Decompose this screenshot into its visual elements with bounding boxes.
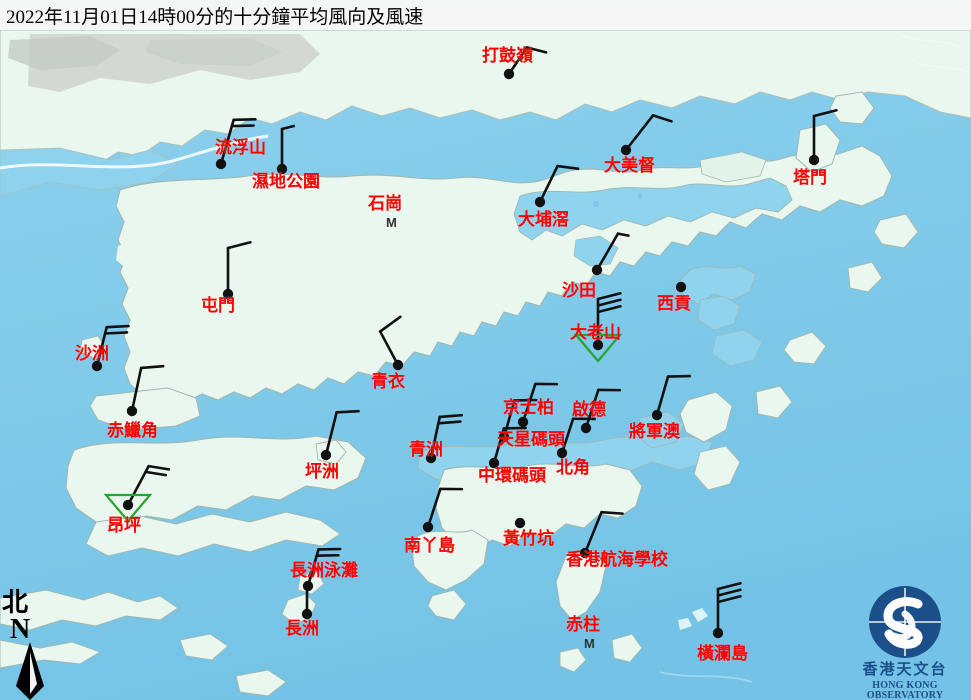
station-label-lamma-island: 南丫島 — [404, 536, 455, 556]
wind-barb-tseung-kwan-o — [651, 374, 692, 421]
wind-barb-tuen-mun — [222, 241, 252, 300]
wind-barb-lamma-island — [422, 487, 464, 533]
station-label-sai-kung: 西貢 — [657, 294, 691, 314]
station-label-hk-sea-school: 香港航海學校 — [566, 550, 668, 570]
wind-barb-ngong-ping — [103, 464, 171, 523]
station-label-peng-chau: 坪洲 — [305, 462, 339, 482]
wind-barb-cheung-chau — [301, 582, 313, 620]
wind-barb-north-point — [556, 417, 596, 459]
station-label-green-island: 青洲 — [409, 440, 443, 460]
station-label-ta-kwu-ling: 打鼓嶺 — [482, 46, 533, 66]
missing-data-flag-stanley: M — [584, 636, 595, 651]
missing-data-flag-shek-kong: M — [386, 215, 397, 230]
landmass-mainland — [0, 29, 971, 197]
wind-barb-sha-chau — [91, 324, 130, 372]
wind-barb-sai-kung — [675, 281, 687, 293]
page-title: 2022年11月01日14時00分的十分鐘平均風向及風速 — [6, 6, 424, 28]
hko-logo-mark — [869, 586, 941, 658]
wind-barb-tai-mei-tuk — [620, 114, 673, 156]
station-label-shek-kong: 石崗 — [368, 194, 402, 214]
station-label-tai-po-kau: 大埔滘 — [518, 210, 569, 230]
wind-barb-tap-mun — [808, 109, 838, 166]
wind-barb-wetland-park — [276, 124, 296, 175]
station-label-lau-fau-shan: 流浮山 — [215, 138, 266, 158]
station-label-central-pier: 中環碼頭 — [478, 466, 546, 486]
station-label-tseung-kwan-o: 將軍澳 — [629, 422, 680, 442]
station-label-ngong-ping: 昂坪 — [107, 516, 141, 536]
wind-barb-tsing-yi — [378, 315, 404, 371]
wind-barb-lau-fau-shan — [215, 118, 257, 170]
station-label-kings-park: 京士柏 — [503, 398, 554, 418]
wind-barb-kings-park — [517, 382, 559, 428]
hko-logo-name-en: HONG KONG OBSERVATORY — [866, 680, 944, 700]
station-label-cheung-chau: 長洲 — [285, 619, 319, 639]
station-label-cheung-chau-beach: 長洲泳灘 — [290, 561, 358, 581]
wind-barb-sha-tin — [591, 232, 630, 276]
station-label-waglan-island: 橫瀾島 — [697, 644, 748, 664]
wind-barb-central-pier — [488, 426, 527, 469]
station-label-sha-tin: 沙田 — [562, 281, 596, 301]
hko-logo-name-cn: 香港天文台 — [862, 660, 948, 678]
wind-barb-kai-tak — [580, 388, 622, 434]
station-label-chek-lap-kok: 赤鱲角 — [107, 421, 158, 441]
station-label-sha-chau: 沙洲 — [75, 344, 109, 364]
wind-barb-tates-cairn — [573, 291, 623, 363]
landmass-new-territories — [115, 145, 893, 405]
wind-barb-waglan-island — [712, 581, 742, 639]
north-arrow: 北 N — [2, 590, 64, 700]
wind-barb-green-island — [425, 413, 464, 464]
landmass-sai-kung — [677, 91, 919, 419]
wind-barb-tai-po-kau — [534, 164, 580, 208]
station-label-stanley: 赤柱 — [566, 615, 600, 635]
wind-barb-ta-kwu-ling — [503, 46, 548, 80]
wind-barb-chek-lap-kok — [126, 364, 165, 417]
station-label-kai-tak: 啟德 — [572, 400, 606, 420]
wind-barb-peng-chau — [320, 409, 360, 461]
station-label-tai-mei-tuk: 大美督 — [604, 156, 655, 176]
north-arrow-needle — [16, 642, 44, 700]
station-label-tsing-yi: 青衣 — [371, 372, 405, 392]
station-label-tates-cairn: 大老山 — [570, 323, 621, 343]
landmass-hk-island — [417, 391, 741, 673]
wind-barb-wong-chuk-hang — [514, 517, 526, 529]
station-label-wong-chuk-hang: 黃竹坑 — [503, 529, 554, 549]
station-label-wetland-park: 濕地公園 — [252, 172, 320, 192]
wind-barb-hk-sea-school — [579, 510, 624, 559]
station-label-star-ferry: 天星碼頭 — [497, 430, 565, 450]
station-label-tuen-mun: 屯門 — [201, 296, 235, 316]
sea-texture — [659, 33, 969, 683]
station-label-north-point: 北角 — [556, 458, 590, 478]
north-label-cn: 北 — [2, 588, 29, 618]
title-bar: 2022年11月01日14時00分的十分鐘平均風向及風速 — [0, 0, 971, 30]
station-label-tap-mun: 塔門 — [793, 168, 827, 188]
north-label-en: N — [10, 614, 31, 645]
hko-logo: 香港天文台 HONG KONG OBSERVATORY — [846, 584, 964, 700]
